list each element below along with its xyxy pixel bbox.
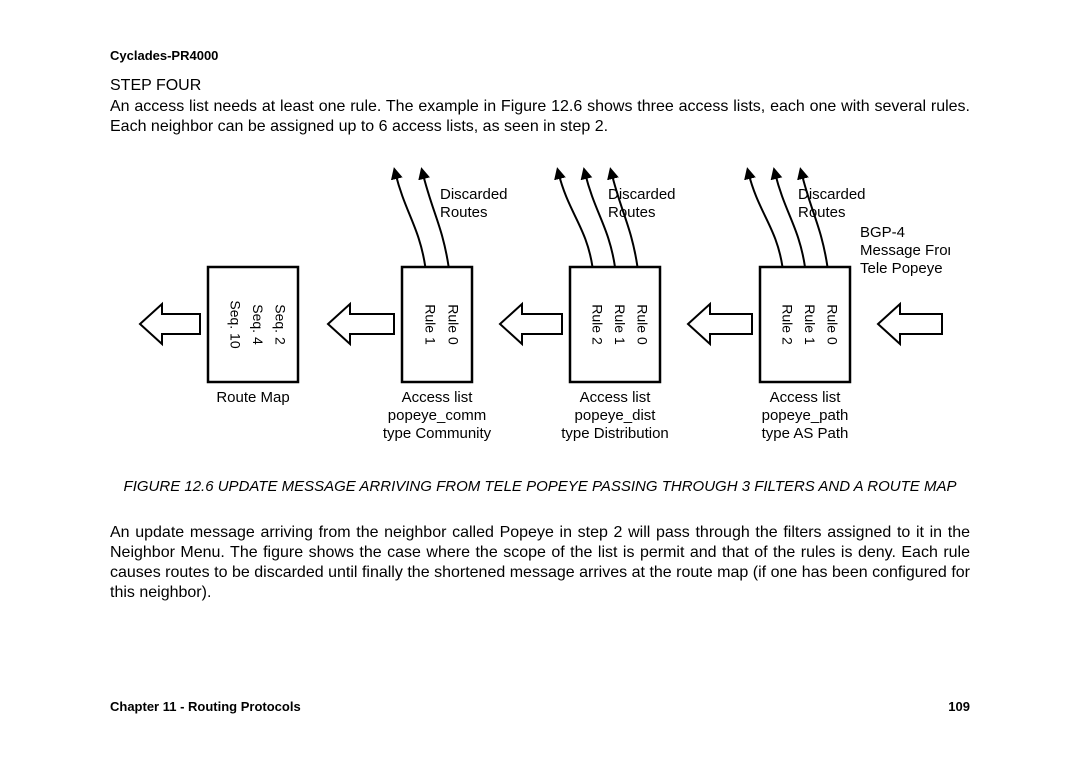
svg-text:Discarded: Discarded [440, 186, 508, 203]
svg-text:Rule 0: Rule 0 [446, 304, 462, 345]
paragraph-1: An access list needs at least one rule. … [110, 97, 970, 137]
svg-text:Rule 1: Rule 1 [612, 304, 628, 345]
svg-text:Seq. 2: Seq. 2 [273, 304, 289, 345]
svg-text:Access list: Access list [770, 389, 842, 406]
svg-text:Message From: Message From [860, 242, 950, 259]
svg-text:Discarded: Discarded [608, 186, 676, 203]
svg-text:Rule 0: Rule 0 [825, 304, 841, 345]
paragraph-2: An update message arriving from the neig… [110, 523, 970, 603]
svg-text:Access list: Access list [580, 389, 652, 406]
svg-text:popeye_path: popeye_path [762, 407, 849, 424]
svg-text:Access list: Access list [402, 389, 474, 406]
svg-text:Seq. 10: Seq. 10 [228, 300, 244, 348]
step-title: STEP FOUR [110, 77, 970, 95]
svg-text:Rule 2: Rule 2 [780, 304, 796, 345]
svg-text:popeye_comm: popeye_comm [388, 407, 486, 424]
svg-text:Routes: Routes [798, 204, 846, 221]
svg-text:Routes: Routes [608, 204, 656, 221]
footer-chapter: Chapter 11 - Routing Protocols [110, 699, 301, 714]
figure-diagram: Seq. 2 Seq. 4 Seq. 10 Route Map Rule 0 Rule 1… [110, 159, 970, 459]
svg-text:Discarded: Discarded [798, 186, 866, 203]
figure-caption: FIGURE 12.6 UPDATE MESSAGE ARRIVING FROM… [110, 477, 970, 497]
svg-text:Rule 1: Rule 1 [802, 304, 818, 345]
footer-page-number: 109 [948, 699, 970, 714]
doc-header: Cyclades-PR4000 [110, 48, 970, 63]
svg-text:Route Map: Route Map [216, 389, 289, 406]
svg-text:Routes: Routes [440, 204, 488, 221]
svg-text:type Distribution: type Distribution [561, 425, 669, 442]
svg-text:Seq. 4: Seq. 4 [250, 304, 266, 345]
svg-text:popeye_dist: popeye_dist [575, 407, 657, 424]
svg-text:BGP-4: BGP-4 [860, 224, 905, 241]
svg-text:Rule 0: Rule 0 [635, 304, 651, 345]
svg-text:type AS Path: type AS Path [762, 425, 849, 442]
svg-text:Tele Popeye: Tele Popeye [860, 260, 943, 277]
svg-text:type Community: type Community [383, 425, 492, 442]
svg-text:Rule 2: Rule 2 [590, 304, 606, 345]
svg-text:Rule 1: Rule 1 [422, 304, 438, 345]
